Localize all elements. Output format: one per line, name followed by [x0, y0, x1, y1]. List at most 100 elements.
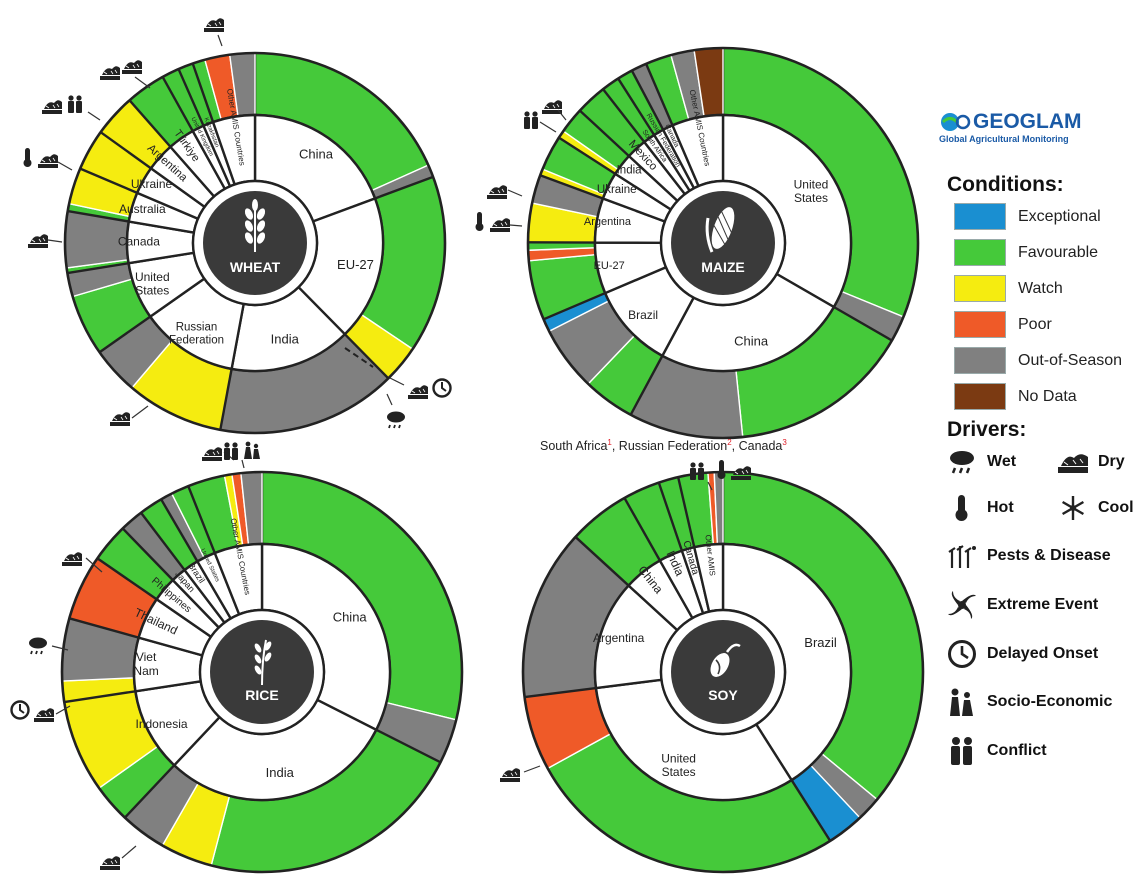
soy-other-amis-divider: [676, 476, 696, 548]
wheat-t-rkiye-divider: [128, 99, 172, 148]
clock-icon: [947, 639, 977, 669]
thermometer-icon: [947, 493, 977, 523]
wheat-country-label: United States: [135, 270, 170, 298]
driver-delayed-label: Delayed Onset: [987, 645, 1099, 662]
maize-mexico-divider: [579, 109, 630, 157]
logo-wordmark: GEOGLAM: [973, 110, 1082, 133]
country-label-line: United: [661, 752, 696, 766]
soy-bean-icon: [710, 643, 741, 677]
wheat-australia-hot-dry-marker: [23, 148, 73, 171]
driver-delayed: Delayed Onset: [947, 639, 1098, 669]
rain-cloud-icon: [947, 447, 977, 477]
maize-south-africa-divider: [602, 88, 646, 143]
soy-country-label: Brazil: [804, 635, 837, 650]
maize-country-label: India: [617, 164, 643, 176]
rice-thailand-divider: [69, 617, 140, 639]
rice-country-label: China: [333, 610, 368, 625]
wheat-eu-27-divider: [374, 175, 434, 200]
condition-swatch: [954, 383, 1006, 410]
rice-plant-icon: [254, 639, 272, 686]
condition-no-data: No Data: [954, 383, 1077, 410]
wheat-argentina-conflict-marker: [41, 95, 101, 121]
driver-dry: Dry: [1058, 447, 1125, 477]
footnote-mark-3: 3: [782, 438, 787, 447]
maize-brazil-divider: [629, 355, 664, 416]
condition-swatch: [954, 203, 1006, 230]
driver-wet: Wet: [947, 447, 1016, 477]
soy-canada-divider: [657, 482, 684, 552]
wheat-argentina-divider: [99, 131, 152, 170]
driver-pests: Pests & Disease: [947, 541, 1111, 571]
wheat-country-label: India: [271, 332, 300, 347]
condition-watch: Watch: [954, 275, 1063, 302]
wheat-australia-divider: [67, 209, 130, 223]
rice-country-label: India: [266, 765, 295, 780]
wheat-country-label: Australia: [119, 202, 166, 216]
wheat-russia-dry-marker: [109, 405, 149, 427]
hurricane-icon: [947, 590, 977, 620]
cracked-earth-icon: [1058, 447, 1088, 477]
condition-swatch: [954, 275, 1006, 302]
rice-japan-divider: [121, 527, 174, 581]
wheat-country-label: Russian Federation: [169, 321, 224, 346]
maize-argentina-dry-marker: [486, 184, 523, 200]
country-label-line: Viet: [136, 650, 157, 664]
maize-country-label: Argentina: [584, 216, 632, 228]
geoglam-logo: GEOGLAM Global Agricultural Monitoring: [939, 110, 1139, 144]
condition-label: Out-of-Season: [1018, 351, 1123, 369]
condition-label: Watch: [1018, 279, 1063, 297]
country-label-line: States: [794, 191, 828, 205]
soy-footnote-2: , Russian Federation: [611, 439, 728, 454]
wheat-russian-federation-divider: [219, 368, 233, 431]
condition-favourable: Favourable: [954, 239, 1098, 266]
rice-brazil-divider: [140, 511, 186, 571]
maize-china-divider: [833, 305, 893, 342]
driver-hot: Hot: [947, 493, 1014, 523]
snowflake-icon: [1058, 493, 1088, 523]
rice-philippines-divider: [96, 557, 158, 601]
rice-united-states-divider: [160, 498, 199, 563]
rice-thailand-dry-marker: [61, 551, 103, 573]
driver-wet-label: Wet: [987, 453, 1017, 470]
country-label-line: United: [794, 177, 829, 191]
wheat-kazakh-dry-marker: [99, 59, 151, 89]
rice-other-amis-countries-divider: [187, 485, 216, 554]
country-label-line: States: [135, 284, 169, 298]
wheat-other-amis-countries-divider: [191, 63, 215, 123]
driver-socio-label: Socio-Economic: [987, 693, 1113, 710]
wheat-country-label: EU-27: [337, 257, 374, 272]
condition-out-of-season: Out-of-Season: [954, 347, 1122, 374]
driver-pests-label: Pests & Disease: [987, 547, 1111, 564]
wheat-country-label: Ukraine: [131, 177, 173, 191]
rice-india-divider: [375, 728, 442, 764]
rice-outer-ring: [60, 470, 464, 874]
condition-label: Favourable: [1018, 243, 1099, 261]
wheat-chart: China EU-27 India Russian Federation United St…: [63, 51, 447, 435]
wheat-india-divider: [343, 333, 390, 380]
maize-country-label: United States: [794, 177, 829, 205]
family-icon: [947, 687, 977, 717]
driver-socio: Socio-Economic: [947, 687, 1112, 717]
maize-country-label: Brazil: [628, 308, 658, 322]
maize-ukraine-divider: [539, 174, 604, 200]
people-conflict-icon: [947, 736, 977, 766]
rice-india-dry-marker: [99, 845, 137, 871]
soy-argentina-divider: [524, 686, 597, 699]
driver-extreme-label: Extreme Event: [987, 596, 1099, 613]
driver-cool-label: Cool: [1098, 499, 1134, 516]
wheat-eu-wet-marker: [386, 393, 406, 429]
driver-extreme: Extreme Event: [947, 590, 1098, 620]
wheat-eu-dashed-marker: [344, 347, 374, 368]
maize-canada-divider: [630, 70, 665, 131]
wheat-canada-divider: [67, 262, 129, 275]
driver-conflict: Conflict: [947, 736, 1047, 766]
geoglam-logo-icon: [941, 113, 971, 131]
soy-country-label: Argentina: [593, 631, 645, 645]
logo-subtitle: Global Agricultural Monitoring: [939, 134, 1069, 144]
maize-country-label: EU-27: [594, 260, 625, 272]
rice-indonesia-divider: [124, 764, 176, 819]
maize-india-conflict-marker: [524, 111, 557, 133]
driver-cool: Cool: [1058, 493, 1134, 523]
maize-cob-icon: [705, 207, 735, 253]
